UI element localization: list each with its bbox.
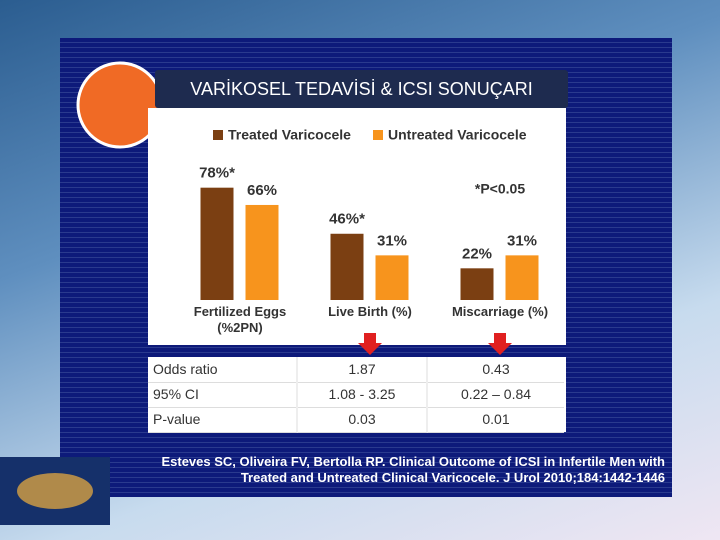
value-label: 78%* bbox=[199, 165, 235, 182]
slide-title: VARİKOSEL TEDAVİSİ & ICSI SONUÇARI bbox=[155, 70, 568, 108]
value-label: 31% bbox=[507, 232, 537, 249]
arrow bbox=[488, 333, 512, 355]
legend-label: Untreated Varicocele bbox=[388, 127, 527, 143]
citation: Esteves SC, Oliveira FV, Bertolla RP. Cl… bbox=[161, 454, 665, 485]
category-label: Live Birth (%) bbox=[328, 304, 412, 319]
bar bbox=[245, 204, 279, 300]
value-label: 22% bbox=[462, 245, 492, 262]
logo-shape bbox=[17, 473, 93, 509]
bar bbox=[375, 255, 409, 300]
bar bbox=[505, 255, 539, 300]
table-cell: 1.08 - 3.25 bbox=[298, 382, 428, 408]
bar bbox=[200, 187, 234, 300]
category-label: Fertilized Eggs (%2PN) bbox=[193, 304, 287, 335]
table-cell: Odds ratio bbox=[148, 357, 298, 383]
stats-table: Odds ratio 1.87 0.43 95% CI 1.08 - 3.25 0.22 … bbox=[148, 357, 566, 433]
table-cell: 0.01 bbox=[428, 407, 564, 433]
arrow bbox=[358, 333, 382, 355]
table-cell: 0.43 bbox=[428, 357, 564, 383]
bar bbox=[330, 233, 364, 300]
table-cell: P-value bbox=[148, 407, 298, 433]
value-label: 46%* bbox=[329, 211, 365, 228]
annotation: *P<0.05 bbox=[475, 181, 525, 197]
bar bbox=[460, 268, 494, 300]
legend-swatch bbox=[373, 130, 383, 140]
legend-swatch bbox=[213, 130, 223, 140]
table-cell: 95% CI bbox=[148, 382, 298, 408]
category-label: Miscarriage (%) bbox=[451, 304, 549, 319]
table-cell: 0.22 – 0.84 bbox=[428, 382, 564, 408]
table-cell: 0.03 bbox=[298, 407, 428, 433]
legend-label: Treated Varicocele bbox=[228, 127, 351, 143]
value-label: 31% bbox=[377, 232, 407, 249]
table-cell: 1.87 bbox=[298, 357, 428, 383]
value-label: 66% bbox=[247, 182, 277, 199]
